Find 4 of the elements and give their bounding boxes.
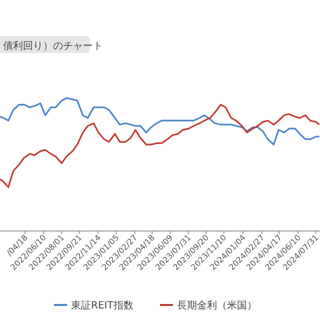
legend-label: 東証REIT指数 [71, 300, 134, 312]
title: 債利回り）のチャート [0, 36, 103, 53]
chart-title: 債利回り）のチャート [3, 40, 103, 52]
legend-label: 長期金利（米国） [177, 300, 257, 312]
